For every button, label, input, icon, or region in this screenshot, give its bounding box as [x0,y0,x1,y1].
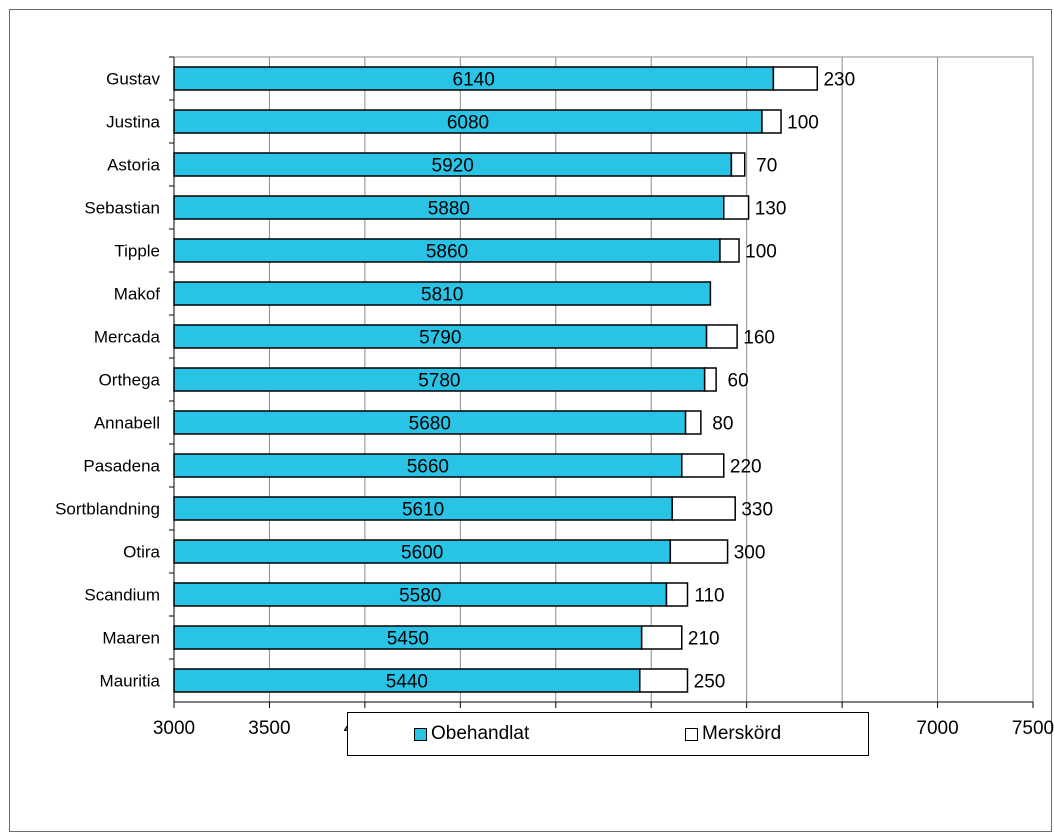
bar-merskord [665,582,689,607]
data-label-obehandlat: 5450 [387,629,429,650]
bar-merskord [705,324,738,349]
category-label: Annabell [94,414,160,433]
bar-merskord [772,66,819,91]
legend-item-merskord: Merskörd [685,723,781,745]
category-label: Tipple [114,242,160,261]
category-label: Mauritia [100,672,161,691]
category-label: Sortblandning [55,500,160,519]
category-label: Otira [123,543,160,562]
legend-swatch-obehandlat [414,727,427,741]
data-label-obehandlat: 5880 [428,199,470,220]
bar-merskord [730,152,746,177]
data-label-merskord: 250 [694,672,726,693]
data-label-merskord: 300 [734,543,766,564]
data-label-merskord: 110 [694,586,724,607]
data-label-merskord: 220 [730,457,762,478]
bar-merskord [761,109,782,134]
data-label-merskord: 70 [756,156,777,177]
category-label: Orthega [99,371,161,390]
bar-merskord [723,195,750,220]
bar-merskord [671,496,736,521]
data-label-obehandlat: 5810 [421,285,463,306]
category-label: Makof [114,285,161,304]
data-label-obehandlat: 5860 [426,242,468,263]
data-label-obehandlat: 5680 [409,414,451,435]
bar-merskord [639,668,689,693]
bar-merskord [681,453,725,478]
data-label-obehandlat: 5440 [386,672,428,693]
data-label-obehandlat: 5780 [418,371,460,392]
legend-label-merskord: Merskörd [702,723,782,744]
data-label-merskord: 230 [823,70,855,91]
data-label-merskord: 100 [787,113,819,134]
x-tick-label: 3500 [248,718,290,739]
category-label: Astoria [107,156,160,175]
bar-merskord [719,238,740,263]
data-label-merskord: 60 [728,371,749,392]
category-label: Sebastian [84,199,160,218]
x-tick-label: 3000 [153,718,195,739]
legend-item-obehandlat: Obehandlat [414,723,529,745]
data-label-merskord: 330 [741,500,773,521]
data-label-merskord: 100 [745,242,777,263]
data-label-obehandlat: 5920 [432,156,474,177]
bar-merskord [669,539,729,564]
category-label: Scandium [84,586,160,605]
data-label-merskord: 130 [755,199,787,220]
category-label: Maaren [102,629,160,648]
legend-swatch-merskord [685,727,698,741]
data-label-obehandlat: 5610 [402,500,444,521]
x-tick-label: 7000 [916,718,958,739]
data-label-obehandlat: 6140 [453,70,495,91]
data-label-obehandlat: 5580 [399,586,441,607]
data-label-merskord: 80 [712,414,733,435]
data-label-merskord: 160 [743,328,775,349]
bar-merskord [703,367,717,392]
category-label: Justina [106,113,160,132]
data-label-obehandlat: 5660 [407,457,449,478]
bar-merskord [684,410,702,435]
data-label-obehandlat: 6080 [447,113,489,134]
bar-merskord [640,625,683,650]
legend-label-obehandlat: Obehandlat [431,723,530,744]
data-label-obehandlat: 5790 [419,328,461,349]
category-label: Pasadena [83,457,160,476]
category-label: Gustav [106,70,160,89]
category-label: Mercada [94,328,161,347]
bar-obehandlat [173,281,712,306]
legend: Obehandlat Merskörd [347,712,869,756]
data-label-merskord: 210 [688,629,720,650]
x-tick-label: 7500 [1012,718,1054,739]
data-label-obehandlat: 5600 [401,543,443,564]
